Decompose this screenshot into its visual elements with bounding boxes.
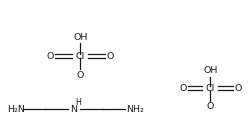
Text: O: O (206, 102, 213, 111)
Text: OH: OH (202, 66, 217, 75)
Text: NH₂: NH₂ (125, 105, 143, 114)
Text: O: O (233, 84, 241, 93)
Text: H: H (75, 98, 81, 107)
Text: N: N (70, 105, 77, 114)
Text: O: O (106, 52, 113, 61)
Text: O: O (76, 71, 84, 80)
Text: O: O (178, 84, 186, 93)
Text: Cl: Cl (75, 52, 84, 61)
Text: Cl: Cl (205, 84, 214, 93)
Text: O: O (46, 52, 54, 61)
Text: OH: OH (73, 33, 87, 42)
Text: H₂N: H₂N (7, 105, 25, 114)
